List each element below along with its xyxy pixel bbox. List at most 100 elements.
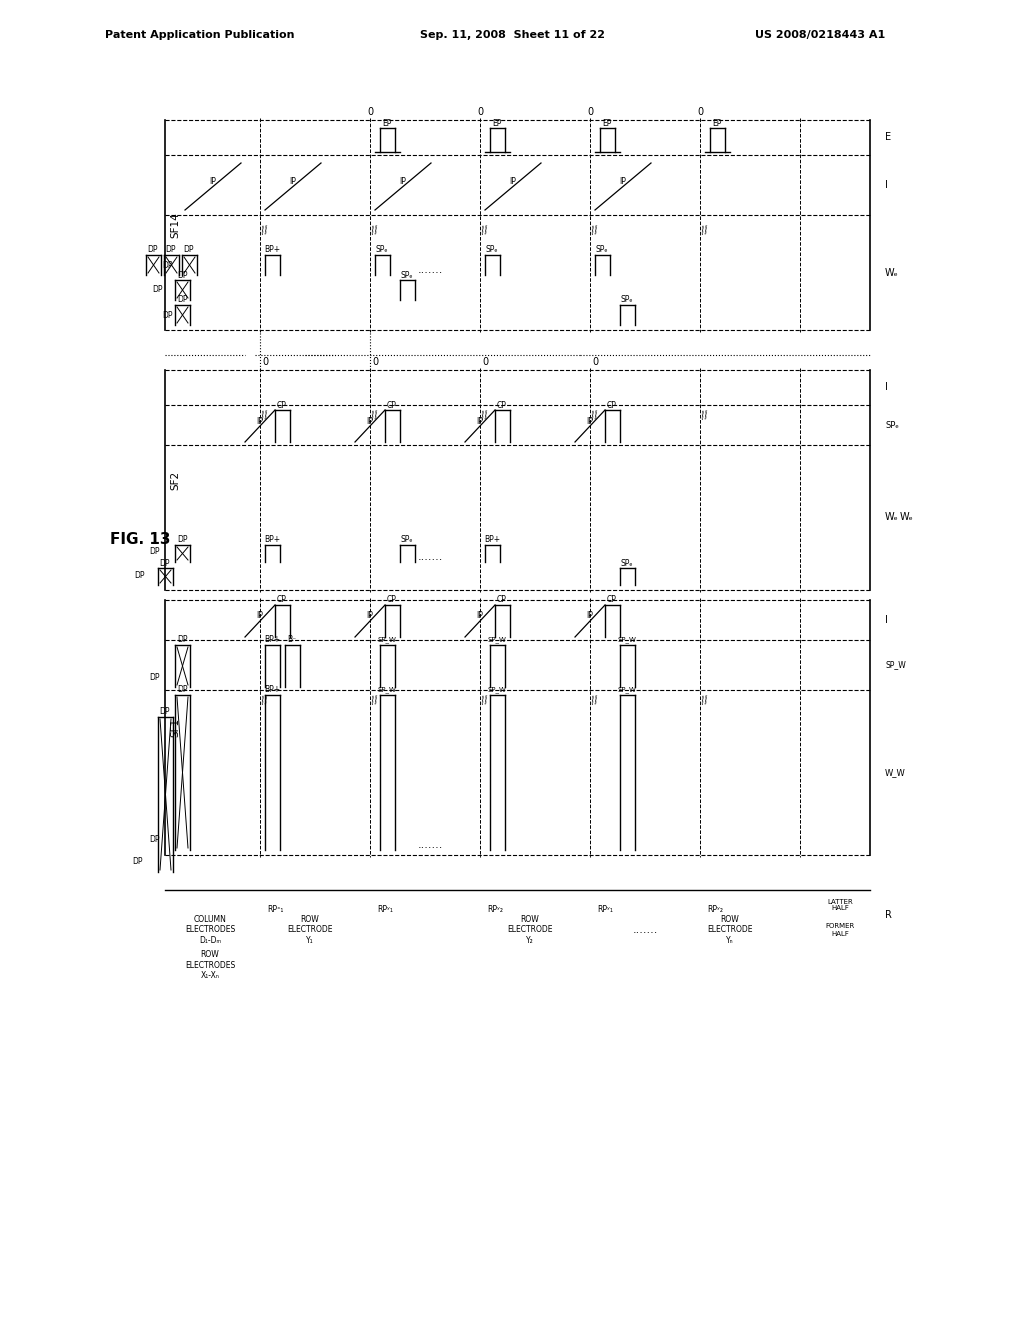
Text: SP_W: SP_W (487, 636, 507, 643)
Text: RPˣ₁: RPˣ₁ (267, 906, 284, 915)
Text: //: // (261, 224, 269, 235)
Text: CP: CP (607, 595, 616, 605)
Text: EP: EP (713, 119, 722, 128)
Text: IP: IP (476, 611, 483, 620)
Text: 0: 0 (697, 107, 703, 117)
Text: SPₑ: SPₑ (885, 421, 899, 429)
Text: SP_W: SP_W (378, 636, 396, 643)
Text: IP: IP (257, 417, 263, 425)
Text: //: // (701, 694, 709, 705)
Text: DP: DP (177, 271, 187, 280)
Text: DP: DP (162, 310, 172, 319)
Text: IP: IP (367, 611, 374, 620)
Text: FIG. 13: FIG. 13 (110, 532, 170, 548)
Text: 0: 0 (482, 356, 488, 367)
Text: DP: DP (150, 548, 160, 557)
Text: LATTER
HALF: LATTER HALF (827, 899, 853, 912)
Text: CP: CP (387, 400, 397, 409)
Text: EP: EP (602, 119, 611, 128)
Text: CP: CP (497, 400, 507, 409)
Text: IP: IP (587, 417, 594, 425)
Text: CP: CP (607, 400, 616, 409)
Text: SF14: SF14 (170, 213, 180, 238)
Text: ROW
ELECTRODE
Y₁: ROW ELECTRODE Y₁ (288, 915, 333, 945)
Text: US 2008/0218443 A1: US 2008/0218443 A1 (755, 30, 885, 40)
Text: 0: 0 (592, 356, 598, 367)
Text: SPₑ: SPₑ (621, 558, 633, 568)
Text: BP+: BP+ (264, 685, 280, 694)
Text: DP: DP (160, 708, 170, 717)
Text: DP: DP (132, 858, 143, 866)
Text: DP: DP (177, 685, 187, 694)
Text: //: // (371, 224, 379, 235)
Text: .......: ....... (418, 840, 442, 850)
Text: //: // (591, 224, 599, 235)
Text: BP+: BP+ (264, 246, 280, 255)
Text: 0: 0 (477, 107, 483, 117)
Text: FORMER
HALF: FORMER HALF (825, 924, 855, 936)
Text: IP: IP (257, 611, 263, 620)
Text: BP+: BP+ (264, 536, 280, 544)
Text: I: I (885, 383, 888, 392)
Text: DP: DP (150, 836, 160, 845)
Text: //: // (481, 224, 489, 235)
Text: //: // (261, 694, 269, 705)
Text: DP: DP (166, 246, 176, 255)
Text: BP+: BP+ (264, 635, 280, 644)
Text: SPₑ: SPₑ (621, 296, 633, 305)
Text: RPʸ₁: RPʸ₁ (597, 906, 613, 915)
Text: Patent Application Publication: Patent Application Publication (105, 30, 295, 40)
Text: ROW
ELECTRODE
Yₙ: ROW ELECTRODE Yₙ (708, 915, 753, 945)
Text: DP: DP (177, 635, 187, 644)
Text: Sep. 11, 2008  Sheet 11 of 22: Sep. 11, 2008 Sheet 11 of 22 (420, 30, 604, 40)
Text: .......: ....... (418, 552, 442, 562)
Text: DP: DP (162, 260, 172, 269)
Text: IP: IP (620, 177, 627, 186)
Text: R: R (885, 909, 892, 920)
Text: IP: IP (210, 177, 216, 186)
Text: IP: IP (587, 611, 594, 620)
Text: SF2: SF2 (170, 470, 180, 490)
Text: SP_W: SP_W (378, 686, 396, 693)
Text: //: // (591, 409, 599, 421)
Text: DP: DP (150, 672, 160, 681)
Text: EP: EP (382, 119, 392, 128)
Text: Wₑ: Wₑ (885, 268, 899, 277)
Text: ROW
ELECTRODES
X₁-Xₙ: ROW ELECTRODES X₁-Xₙ (185, 950, 236, 979)
Text: 0: 0 (372, 356, 378, 367)
Text: RPʸ₁: RPʸ₁ (377, 906, 393, 915)
Text: DP: DP (177, 536, 187, 544)
Text: SPₑ: SPₑ (596, 246, 608, 255)
Text: W_W: W_W (885, 768, 906, 777)
Text: COLUMN
ELECTRODES
D₁-Dₘ: COLUMN ELECTRODES D₁-Dₘ (185, 915, 236, 945)
Text: DP: DP (134, 570, 145, 579)
Text: IP: IP (399, 177, 407, 186)
Text: //: // (261, 409, 269, 421)
Text: //: // (701, 409, 709, 421)
Text: I: I (885, 615, 888, 624)
Text: //: // (371, 694, 379, 705)
Text: IP: IP (510, 177, 516, 186)
Text: DP: DP (147, 246, 159, 255)
Text: 0: 0 (367, 107, 373, 117)
Text: DP: DP (153, 285, 163, 294)
Text: CP: CP (497, 595, 507, 605)
Text: SP_W: SP_W (487, 686, 507, 693)
Text: SPₑ: SPₑ (485, 246, 499, 255)
Text: Wₑ: Wₑ (900, 512, 913, 523)
Text: SP_W: SP_W (885, 660, 906, 669)
Text: .......: ....... (632, 925, 657, 935)
Text: .......: ....... (418, 265, 442, 275)
Text: IP: IP (367, 417, 374, 425)
Text: EP: EP (493, 119, 502, 128)
Text: 0: 0 (262, 356, 268, 367)
Text: DP: DP (177, 296, 187, 305)
Text: ROW
ELECTRODE
Y₂: ROW ELECTRODE Y₂ (507, 915, 553, 945)
Text: DP: DP (160, 558, 170, 568)
Text: 0: 0 (587, 107, 593, 117)
Text: IP: IP (290, 177, 296, 186)
Text: RPʸ₂: RPʸ₂ (487, 906, 503, 915)
Text: SPₑ: SPₑ (376, 246, 388, 255)
Text: BP+: BP+ (484, 536, 500, 544)
Text: //: // (701, 224, 709, 235)
